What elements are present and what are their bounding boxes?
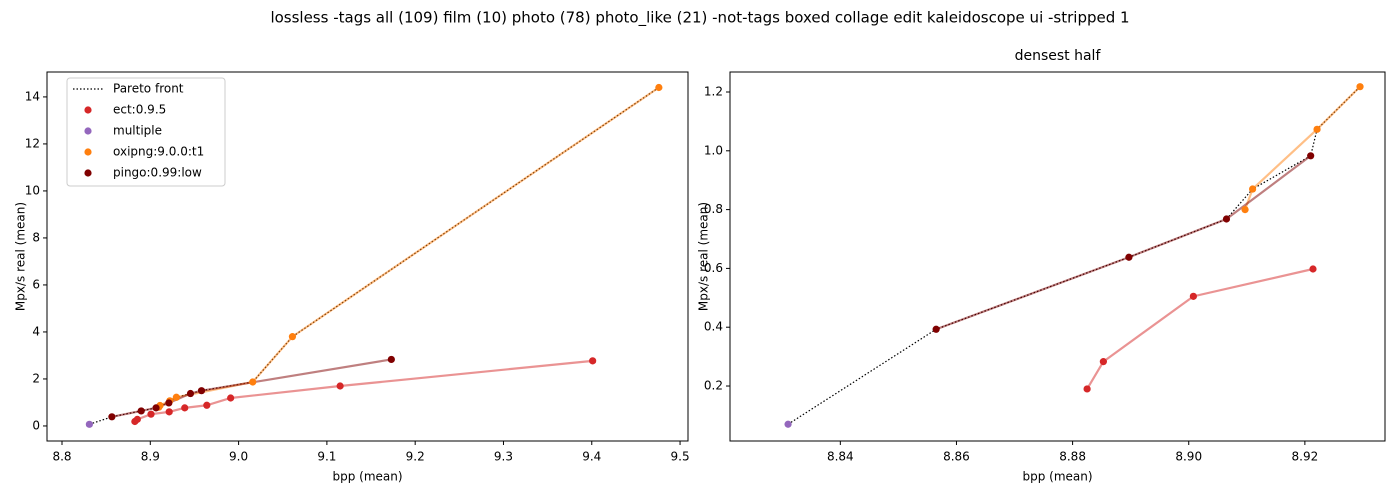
legend-marker (84, 106, 92, 114)
y-tick-label: 0.2 (704, 379, 723, 393)
point (1099, 358, 1107, 366)
x-tick-label: 9.2 (406, 450, 425, 464)
legend-marker (84, 148, 92, 156)
point (1356, 83, 1364, 91)
y-axis-label: Mpx/s real (mean) (14, 202, 28, 311)
y-tick-label: 6 (32, 277, 40, 291)
y-tick-label: 2 (32, 371, 40, 385)
point (172, 393, 180, 401)
plot: densest half 8.84 8.86 8.88 8.90 8.92 0.2 0.4 0.… (697, 48, 1386, 484)
legend-label: ect:0.9.5 (113, 103, 166, 117)
point (1309, 265, 1317, 273)
point (784, 420, 792, 428)
legend-label: Pareto front (113, 82, 184, 96)
x-tick-label: 9.4 (582, 450, 601, 464)
point (1313, 125, 1321, 133)
point (1241, 206, 1249, 214)
y-tick-label: 1.2 (704, 84, 723, 98)
point (932, 325, 940, 333)
x-tick-label: 8.88 (1059, 450, 1086, 464)
point (165, 408, 173, 416)
y-tick-label: 12 (25, 136, 40, 150)
x-tick-label: 8.8 (52, 450, 71, 464)
point (1189, 292, 1197, 300)
point (387, 355, 395, 364)
y-tick-label: 10 (25, 183, 40, 197)
y-axis-label: Mpx/s real (mean) (697, 202, 711, 311)
legend-label: oxipng:9.0.0:t1 (113, 145, 204, 159)
point (165, 399, 173, 407)
point (197, 387, 206, 395)
x-tick-label: 9.3 (494, 450, 513, 464)
legend-marker (84, 127, 92, 135)
series-line (1086, 267, 1314, 390)
point (288, 333, 297, 341)
point (1083, 385, 1091, 393)
point (1222, 215, 1231, 223)
point (152, 404, 160, 412)
point (203, 401, 211, 409)
x-axis-label: bpp (mean) (332, 470, 402, 484)
point (108, 413, 116, 421)
legend-box (66, 77, 226, 187)
y-tick-label: 4 (32, 324, 40, 338)
figure-title: lossless -tags all (109) film (10) photo… (270, 9, 1129, 28)
plot: 8.8 8.9 9.0 9.1 9.2 9.3 9.4 9.5 0 2 4 6 8 10 12 14 bpp (… (14, 71, 690, 484)
y-tick-label: 0.8 (704, 202, 723, 216)
y-tick-label: 0.6 (704, 261, 723, 275)
point (181, 404, 189, 412)
y-tick-label: 0 (32, 418, 40, 432)
point (147, 410, 155, 418)
point (137, 407, 145, 415)
x-tick-label: 9.1 (317, 450, 336, 464)
point (1249, 185, 1257, 193)
y-tick-label: 8 (32, 230, 40, 244)
plot-frame (46, 71, 689, 442)
point (227, 394, 235, 402)
x-tick-label: 8.90 (1175, 450, 1202, 464)
x-tick-label: 8.9 (141, 450, 160, 464)
x-tick-label: 8.84 (827, 450, 854, 464)
plot-frame (729, 71, 1386, 442)
point (1307, 152, 1315, 160)
point (133, 415, 141, 423)
point (589, 357, 597, 365)
point (655, 83, 663, 92)
x-tick-label: 9.0 (229, 450, 248, 464)
legend-label: multiple (113, 124, 162, 138)
y-tick-label: 14 (25, 89, 40, 103)
point (85, 420, 93, 428)
point (1125, 253, 1133, 261)
legend-marker (84, 169, 92, 177)
x-tick-label: 9.5 (671, 450, 690, 464)
series-line (935, 154, 1312, 331)
series-line (1244, 85, 1361, 210)
series-line (157, 86, 660, 408)
y-tick-label: 0.4 (704, 320, 723, 334)
point (249, 378, 257, 386)
pareto-line (787, 86, 1361, 425)
x-tick-label: 8.86 (943, 450, 970, 464)
legend-label: pingo:0.99:low (113, 166, 202, 180)
plot-title: densest half (1015, 48, 1102, 64)
x-tick-label: 8.92 (1292, 450, 1319, 464)
point (186, 389, 195, 398)
point (336, 382, 344, 390)
y-tick-label: 1.0 (704, 143, 723, 157)
x-axis-label: bpp (mean) (1022, 470, 1092, 484)
